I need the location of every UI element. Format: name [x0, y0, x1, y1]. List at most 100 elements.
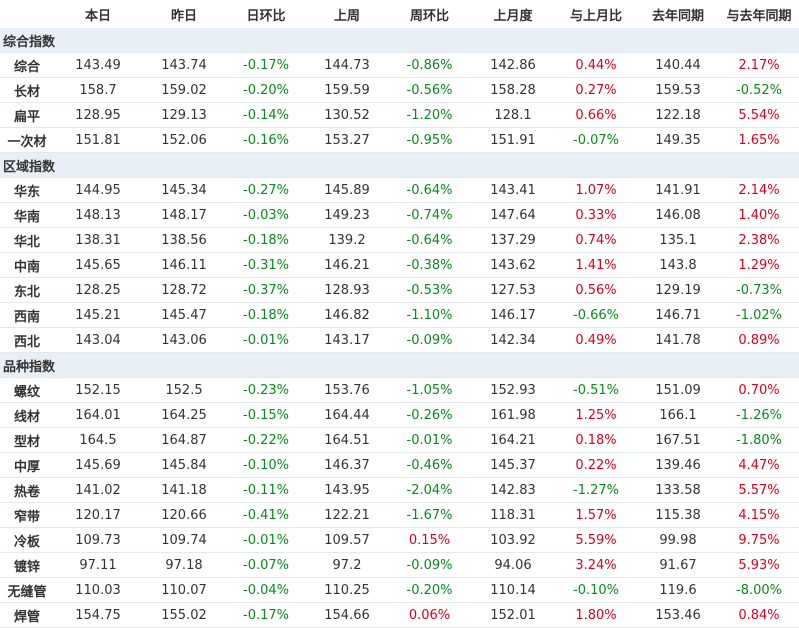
last-week-cell: 143.95: [306, 477, 388, 503]
month-change-cell: 1.25%: [555, 402, 637, 428]
last-month-cell: 127.53: [471, 277, 555, 303]
header-yesterday: 昨日: [142, 0, 226, 28]
yesterday-cell: 143.74: [142, 52, 226, 78]
last-month-cell: 142.86: [471, 52, 555, 78]
last-month-cell: 158.28: [471, 77, 555, 103]
month-change-cell: 0.49%: [555, 327, 637, 353]
last-week-cell: 109.57: [306, 527, 388, 553]
last-year-cell: 143.8: [637, 252, 719, 278]
section-title: 品种指数: [0, 352, 799, 378]
yesterday-cell: 145.84: [142, 452, 226, 478]
month-change-cell: 0.18%: [555, 427, 637, 453]
last-year-cell: 146.71: [637, 302, 719, 328]
day-change-cell: -0.07%: [226, 552, 306, 578]
day-change-cell: -0.01%: [226, 527, 306, 553]
row-name-cell: 热卷: [0, 477, 54, 503]
year-change-cell: 5.57%: [719, 477, 799, 503]
year-change-cell: 2.14%: [719, 177, 799, 203]
table-row: 西北 143.04 143.06 -0.01% 143.17 -0.09% 142.34 0.…: [0, 327, 799, 353]
month-change-cell: 0.56%: [555, 277, 637, 303]
last-year-cell: 140.44: [637, 52, 719, 78]
row-name-cell: 型材: [0, 427, 54, 453]
last-month-cell: 137.29: [471, 227, 555, 253]
section-header: 品种指数: [0, 352, 799, 378]
week-change-cell: -0.86%: [388, 52, 471, 78]
year-change-cell: -0.73%: [719, 277, 799, 303]
month-change-cell: -0.10%: [555, 577, 637, 603]
year-change-cell: -0.52%: [719, 77, 799, 103]
last-week-cell: 130.52: [306, 102, 388, 128]
week-change-cell: -0.20%: [388, 577, 471, 603]
last-year-cell: 91.67: [637, 552, 719, 578]
week-change-cell: -0.56%: [388, 77, 471, 103]
row-name-cell: 西北: [0, 327, 54, 353]
yesterday-cell: 120.66: [142, 502, 226, 528]
day-change-cell: -0.17%: [226, 52, 306, 78]
day-change-cell: -0.17%: [226, 602, 306, 628]
table-row: 扁平 128.95 129.13 -0.14% 130.52 -1.20% 128.1 0.6…: [0, 102, 799, 128]
last-year-cell: 151.09: [637, 377, 719, 403]
row-name-cell: 焊管: [0, 602, 54, 628]
table-header: 本日 昨日 日环比 上周 周环比 上月度 与上月比 去年同期 与去年同期: [0, 0, 799, 28]
last-week-cell: 144.73: [306, 52, 388, 78]
day-change-cell: -0.14%: [226, 102, 306, 128]
table-row: 西南 145.21 145.47 -0.18% 146.82 -1.10% 146.17 -0…: [0, 302, 799, 328]
year-change-cell: 5.54%: [719, 102, 799, 128]
last-week-cell: 146.21: [306, 252, 388, 278]
today-cell: 148.13: [54, 202, 142, 228]
last-year-cell: 129.19: [637, 277, 719, 303]
last-year-cell: 99.98: [637, 527, 719, 553]
section-header: 区域指数: [0, 152, 799, 178]
last-month-cell: 152.93: [471, 377, 555, 403]
last-month-cell: 147.64: [471, 202, 555, 228]
last-week-cell: 153.76: [306, 377, 388, 403]
last-week-cell: 128.93: [306, 277, 388, 303]
last-month-cell: 161.98: [471, 402, 555, 428]
last-year-cell: 135.1: [637, 227, 719, 253]
today-cell: 120.17: [54, 502, 142, 528]
table-row: 镀锌 97.11 97.18 -0.07% 97.2 -0.09% 94.06 3.24% 91…: [0, 552, 799, 578]
last-year-cell: 166.1: [637, 402, 719, 428]
yesterday-cell: 145.34: [142, 177, 226, 203]
last-week-cell: 146.37: [306, 452, 388, 478]
today-cell: 144.95: [54, 177, 142, 203]
today-cell: 143.49: [54, 52, 142, 78]
last-year-cell: 133.58: [637, 477, 719, 503]
last-week-cell: 122.21: [306, 502, 388, 528]
day-change-cell: -0.23%: [226, 377, 306, 403]
header-name: [0, 0, 54, 28]
last-month-cell: 142.34: [471, 327, 555, 353]
table-row: 中厚 145.69 145.84 -0.10% 146.37 -0.46% 145.37 0.…: [0, 452, 799, 478]
today-cell: 154.75: [54, 602, 142, 628]
table-row: 综合 143.49 143.74 -0.17% 144.73 -0.86% 142.86 0.…: [0, 52, 799, 78]
last-year-cell: 153.46: [637, 602, 719, 628]
today-cell: 152.15: [54, 377, 142, 403]
last-week-cell: 153.27: [306, 127, 388, 153]
week-change-cell: -1.05%: [388, 377, 471, 403]
week-change-cell: -0.09%: [388, 327, 471, 353]
last-week-cell: 110.25: [306, 577, 388, 603]
row-name-cell: 一次材: [0, 127, 54, 153]
yesterday-cell: 141.18: [142, 477, 226, 503]
last-year-cell: 139.46: [637, 452, 719, 478]
year-change-cell: -1.26%: [719, 402, 799, 428]
week-change-cell: -1.67%: [388, 502, 471, 528]
day-change-cell: -0.10%: [226, 452, 306, 478]
last-year-cell: 167.51: [637, 427, 719, 453]
yesterday-cell: 97.18: [142, 552, 226, 578]
last-month-cell: 118.31: [471, 502, 555, 528]
last-month-cell: 128.1: [471, 102, 555, 128]
yesterday-cell: 159.02: [142, 77, 226, 103]
last-month-cell: 142.83: [471, 477, 555, 503]
row-name-cell: 无缝管: [0, 577, 54, 603]
day-change-cell: -0.41%: [226, 502, 306, 528]
today-cell: 97.11: [54, 552, 142, 578]
month-change-cell: -0.51%: [555, 377, 637, 403]
section-title: 综合指数: [0, 28, 799, 53]
header-day-change: 日环比: [226, 0, 306, 28]
week-change-cell: -0.64%: [388, 227, 471, 253]
table-row: 热卷 141.02 141.18 -0.11% 143.95 -2.04% 142.83 -1…: [0, 477, 799, 503]
table-body: 综合指数 综合 143.49 143.74 -0.17% 144.73 -0.86% 142.…: [0, 28, 799, 628]
last-month-cell: 146.17: [471, 302, 555, 328]
